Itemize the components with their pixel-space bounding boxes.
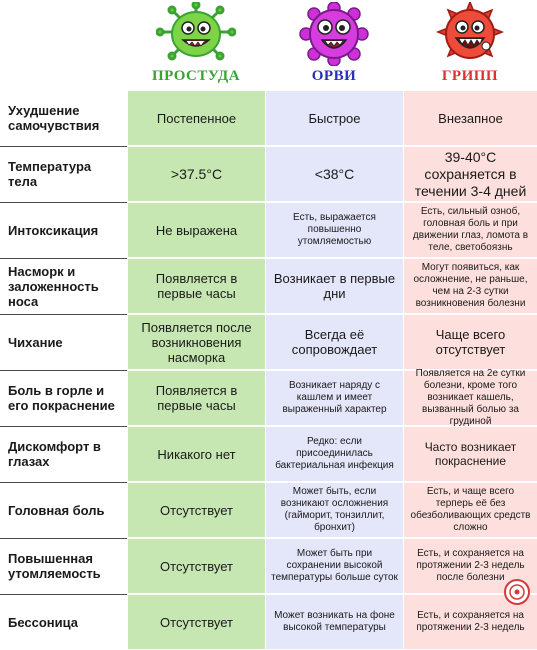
- row-label: Повышенная утомляемость: [0, 538, 127, 593]
- cell-flu: Есть, и чаще всего терперь её без обезбо…: [403, 482, 537, 537]
- row-label: Ухудшение самочувствия: [0, 90, 127, 145]
- cell-cold: Никакого нет: [127, 426, 265, 481]
- row-label: Чихание: [0, 314, 127, 369]
- cell-flu: Появляется на 2е сутки болезни, кроме то…: [403, 368, 537, 427]
- table-row: Бессоница Отсутствует Может возникать на…: [0, 594, 537, 650]
- cell-orvi: Может быть при сохранении высокой темпер…: [265, 538, 403, 593]
- header: ПРОСТУДА ОРВИ: [0, 0, 537, 90]
- table-row: Ухудшение самочувствия Постепенное Быстр…: [0, 90, 537, 146]
- cell-flu: Чаще всего отсутствует: [403, 314, 537, 369]
- table-row: Температура тела >37.5°С <38°С 39-40°С с…: [0, 146, 537, 202]
- purple-virus-icon: [299, 2, 369, 66]
- header-title-flu: ГРИПП: [441, 68, 499, 84]
- cell-cold: Отсутствует: [127, 538, 265, 593]
- header-title-cold: ПРОСТУДА: [151, 68, 241, 84]
- cell-orvi: Может возникать на фоне высокой температ…: [265, 594, 403, 649]
- row-label: Дискомфорт в глазах: [0, 426, 127, 481]
- row-label: Температура тела: [0, 146, 127, 201]
- cell-cold: Появляется в первые часы: [127, 370, 265, 425]
- cell-flu: Могут появиться, как осложнение, не рань…: [403, 258, 537, 313]
- comparison-table: Ухудшение самочувствия Постепенное Быстр…: [0, 90, 537, 650]
- row-label: Бессоница: [0, 594, 127, 649]
- cell-orvi: Всегда её сопровождает: [265, 314, 403, 369]
- cell-orvi: Может быть, если возникают осложнения (г…: [265, 482, 403, 537]
- cell-flu: Внезапное: [403, 90, 537, 145]
- cell-cold: Отсутствует: [127, 482, 265, 537]
- table-row: Интоксикация Не выражена Есть, выражаетс…: [0, 202, 537, 258]
- cell-orvi: Возникает в первые дни: [265, 258, 403, 313]
- cell-cold: Отсутствует: [127, 594, 265, 649]
- cell-cold: >37.5°С: [127, 146, 265, 201]
- row-label: Боль в горле и его покраснение: [0, 370, 127, 425]
- header-flu: ГРИПП: [403, 0, 537, 90]
- header-cold: ПРОСТУДА: [127, 0, 265, 90]
- table-row: Повышенная утомляемость Отсутствует Може…: [0, 538, 537, 594]
- table-row: Чихание Появляется после возникновения н…: [0, 314, 537, 370]
- cell-orvi: Быстрое: [265, 90, 403, 145]
- green-virus-icon: [156, 2, 236, 61]
- cell-flu: Часто возникает покраснение: [403, 426, 537, 481]
- row-label: Головная боль: [0, 482, 127, 537]
- red-virus-icon: [435, 2, 505, 59]
- cell-cold: Постепенное: [127, 90, 265, 145]
- row-label: Насморк и заложенность носа: [0, 258, 127, 313]
- red-seal-icon: [504, 579, 530, 605]
- table-row: Головная боль Отсутствует Может быть, ес…: [0, 482, 537, 538]
- table-row: Насморк и заложенность носа Появляется в…: [0, 258, 537, 314]
- table-row: Боль в горле и его покраснение Появляетс…: [0, 368, 537, 427]
- cell-orvi: Есть, выражается повышенно утомляемостью: [265, 202, 403, 257]
- table-row: Дискомфорт в глазах Никакого нет Редко: …: [0, 426, 537, 482]
- cell-cold: Появляется в первые часы: [127, 258, 265, 313]
- header-orvi: ОРВИ: [265, 0, 403, 90]
- cell-orvi: Возникает наряду с кашлем и имеет выраже…: [265, 370, 403, 425]
- cell-orvi: Редко: если присоединилась бактериальная…: [265, 426, 403, 481]
- cell-orvi: <38°С: [265, 146, 403, 201]
- cell-cold: Появляется после возникновения насморка: [127, 314, 265, 369]
- row-label: Интоксикация: [0, 202, 127, 257]
- cell-flu: Есть, сильный озноб, головная боль и при…: [403, 202, 537, 257]
- header-title-orvi: ОРВИ: [311, 68, 357, 84]
- cell-cold: Не выражена: [127, 202, 265, 257]
- cell-flu: 39-40°С сохраняется в течении 3-4 дней: [403, 146, 537, 201]
